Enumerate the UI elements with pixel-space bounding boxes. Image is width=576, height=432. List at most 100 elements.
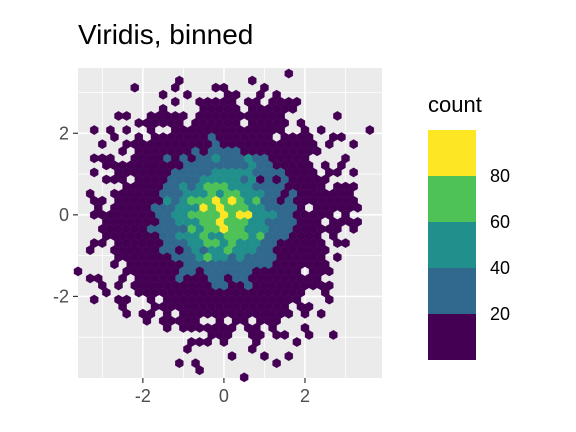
hex-cell — [316, 252, 326, 263]
hex-cell — [280, 188, 289, 199]
hex-cell — [316, 308, 326, 319]
hex-cell — [90, 294, 99, 305]
hex-cell — [248, 75, 257, 86]
hex-cell — [264, 146, 273, 157]
hex-cell — [244, 195, 253, 206]
hexbin-layer — [73, 68, 375, 383]
legend-label: 20 — [490, 304, 510, 324]
hex-cell — [179, 266, 188, 277]
hex-cell — [150, 301, 160, 312]
hex-cell — [300, 322, 310, 333]
hex-cell — [90, 167, 99, 178]
hex-cell — [122, 266, 131, 277]
hex-cell — [150, 273, 160, 284]
hex-cell — [195, 209, 204, 220]
hex-cell — [150, 202, 160, 213]
hex-cell — [284, 238, 293, 248]
hex-cell — [130, 252, 139, 263]
hex-cell — [268, 280, 277, 291]
hex-cell — [138, 238, 148, 248]
y-tick-label: -2 — [53, 286, 69, 306]
hex-cell — [316, 266, 326, 277]
hex-cell — [203, 238, 212, 248]
hex-cell — [284, 351, 293, 362]
hex-cell — [329, 330, 338, 340]
hex-cell — [199, 118, 208, 128]
hex-cell — [280, 301, 289, 312]
hex-cell — [280, 217, 289, 227]
hex-cell — [215, 259, 225, 270]
hex-cell — [349, 181, 358, 192]
hex-cell — [183, 160, 192, 171]
hex-cell — [284, 96, 293, 107]
hex-cell — [90, 125, 99, 135]
hex-cell — [280, 330, 289, 340]
hex-cell — [187, 181, 196, 192]
chart-title: Viridis, binned — [78, 19, 253, 50]
hex-cell — [292, 224, 302, 234]
hex-cell — [191, 358, 200, 369]
legend-label: 60 — [490, 212, 510, 232]
hex-cell — [179, 322, 188, 333]
hex-cell — [288, 287, 298, 298]
hex-cell — [321, 287, 330, 298]
hex-cell — [268, 266, 277, 277]
hex-cell — [300, 280, 310, 291]
hex-cell — [142, 174, 152, 185]
hex-cell — [235, 238, 245, 248]
hex-cell — [154, 167, 164, 178]
hex-cell — [122, 195, 131, 206]
hex-cell — [85, 273, 95, 284]
hex-cell — [312, 146, 322, 157]
hex-cell — [158, 259, 168, 270]
hex-cell — [349, 167, 358, 178]
hex-cell — [179, 238, 188, 248]
hex-cell — [333, 167, 342, 178]
hex-cell — [150, 146, 160, 157]
hex-cell — [179, 308, 188, 319]
hex-cell — [110, 259, 119, 270]
hex-cell — [284, 68, 293, 79]
hex-cell — [316, 125, 326, 135]
hex-cell — [158, 89, 168, 100]
hex-cell — [219, 82, 229, 93]
hex-cell — [162, 308, 172, 319]
hex-cell — [296, 301, 306, 312]
hex-cell — [175, 118, 184, 128]
hex-cell — [300, 125, 310, 135]
hex-cell — [268, 209, 277, 220]
hex-cell — [118, 174, 127, 185]
hex-cell — [264, 245, 273, 256]
hex-cell — [276, 139, 285, 150]
hex-cell — [272, 103, 281, 114]
legend-swatch — [428, 268, 476, 314]
hex-cell — [187, 125, 196, 135]
hex-cell — [239, 315, 249, 326]
hex-cell — [122, 111, 131, 121]
hex-cell — [73, 266, 83, 277]
hex-cell — [171, 82, 180, 93]
hex-cell — [337, 132, 346, 143]
hex-cell — [365, 125, 375, 135]
hex-cell — [284, 252, 293, 263]
hex-cell — [349, 224, 358, 234]
hex-cell — [183, 89, 192, 100]
legend-swatch — [428, 130, 476, 176]
hex-cell — [219, 238, 229, 248]
hex-cell — [268, 322, 277, 333]
hex-cell — [195, 337, 204, 347]
y-tick-label: 0 — [59, 205, 69, 225]
hex-cell — [187, 280, 196, 291]
hex-cell — [244, 280, 253, 291]
hex-cell — [353, 202, 362, 213]
hex-cell — [98, 139, 107, 150]
hex-cell — [304, 174, 314, 185]
hex-cell — [227, 351, 237, 362]
hex-cell — [110, 188, 119, 199]
y-tick-label: 2 — [59, 123, 69, 143]
hex-cell — [239, 372, 249, 383]
hex-cell — [325, 224, 334, 234]
hex-cell — [248, 217, 257, 227]
hex-cell — [98, 209, 107, 220]
